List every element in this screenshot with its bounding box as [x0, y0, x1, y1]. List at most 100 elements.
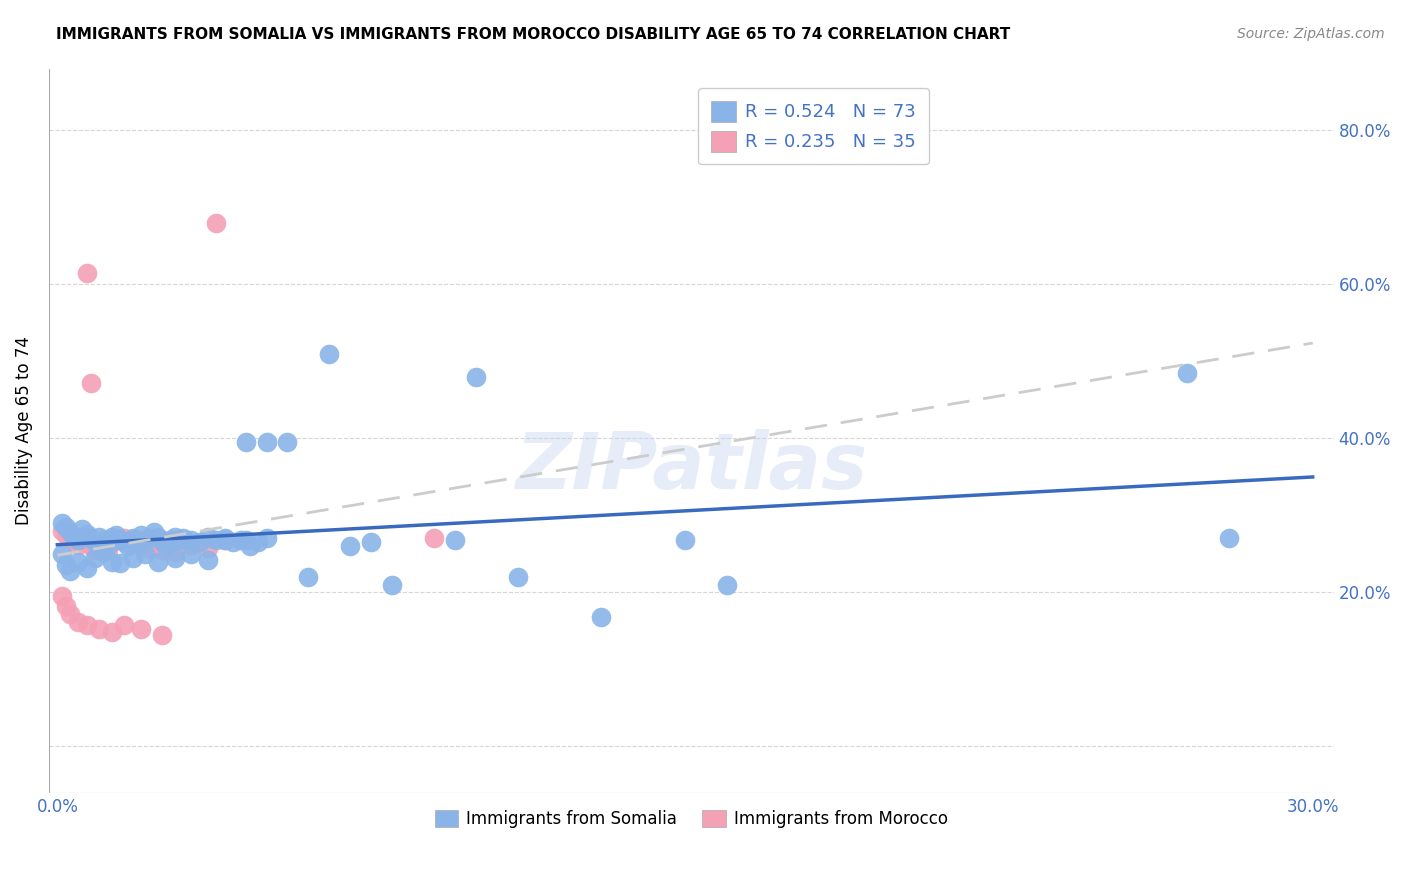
Point [167, 533, 190, 547]
Point [51, 589, 73, 603]
Point [67, 615, 90, 629]
Point [59, 525, 82, 540]
Point [76, 266, 98, 280]
Point [138, 532, 160, 546]
Point [214, 533, 236, 547]
Point [76, 535, 98, 549]
Point [63, 530, 86, 544]
Point [104, 527, 127, 541]
Point [180, 533, 202, 547]
Point [55, 527, 77, 541]
Point [159, 533, 181, 547]
Point [89, 538, 111, 552]
Text: Source: ZipAtlas.com: Source: ZipAtlas.com [1237, 27, 1385, 41]
Point [117, 539, 139, 553]
Point [55, 558, 77, 573]
Point [96, 538, 118, 552]
Point [716, 577, 738, 591]
Point [163, 545, 186, 559]
Point [180, 547, 202, 561]
Point [76, 560, 98, 574]
Point [76, 617, 98, 632]
Point [146, 530, 169, 544]
Point [381, 577, 404, 591]
Point [112, 532, 135, 546]
Point [134, 547, 156, 561]
Point [112, 535, 135, 549]
Point [93, 533, 115, 547]
Point [112, 617, 135, 632]
Point [51, 547, 73, 561]
Point [129, 623, 152, 637]
Point [256, 532, 278, 546]
Point [197, 530, 219, 544]
Point [84, 543, 107, 558]
Point [444, 533, 467, 547]
Point [163, 530, 186, 544]
Point [247, 535, 270, 549]
Point [125, 536, 148, 550]
Point [80, 376, 103, 390]
Point [423, 532, 446, 546]
Point [591, 610, 613, 624]
Point [150, 533, 173, 548]
Point [51, 516, 73, 530]
Point [96, 543, 118, 558]
Point [150, 543, 173, 558]
Point [67, 555, 90, 569]
Point [188, 535, 211, 549]
Text: ZIPatlas: ZIPatlas [515, 429, 868, 505]
Point [231, 533, 253, 547]
Point [205, 216, 228, 230]
Point [100, 530, 122, 544]
Point [76, 526, 98, 541]
Point [121, 533, 143, 547]
Point [108, 533, 131, 547]
Point [72, 532, 94, 546]
Point [172, 532, 194, 546]
Point [129, 527, 152, 541]
Point [129, 538, 152, 552]
Point [197, 541, 219, 555]
Point [464, 369, 486, 384]
Point [59, 607, 82, 621]
Legend: Immigrants from Somalia, Immigrants from Morocco: Immigrants from Somalia, Immigrants from… [427, 804, 955, 835]
Point [100, 625, 122, 640]
Point [360, 535, 382, 549]
Point [67, 538, 90, 552]
Point [1175, 366, 1198, 380]
Point [1218, 532, 1240, 546]
Point [121, 550, 143, 565]
Point [506, 570, 529, 584]
Point [89, 623, 111, 637]
Point [51, 524, 73, 538]
Point [239, 539, 262, 553]
Point [89, 530, 111, 544]
Point [67, 533, 90, 547]
Point [256, 435, 278, 450]
Point [55, 599, 77, 614]
Point [318, 346, 340, 360]
Point [180, 538, 202, 552]
Point [142, 525, 165, 540]
Point [104, 533, 127, 547]
Point [121, 532, 143, 546]
Point [205, 533, 228, 547]
Point [214, 532, 236, 546]
Point [134, 533, 156, 547]
Point [80, 539, 103, 553]
Point [339, 539, 361, 553]
Point [197, 553, 219, 567]
Point [72, 522, 94, 536]
Point [108, 556, 131, 570]
Point [63, 533, 86, 547]
Point [138, 541, 160, 555]
Point [59, 564, 82, 578]
Point [163, 550, 186, 565]
Y-axis label: Disability Age 65 to 74: Disability Age 65 to 74 [15, 336, 32, 525]
Point [100, 555, 122, 569]
Point [235, 533, 257, 547]
Point [59, 530, 82, 544]
Point [93, 545, 115, 559]
Point [84, 550, 107, 565]
